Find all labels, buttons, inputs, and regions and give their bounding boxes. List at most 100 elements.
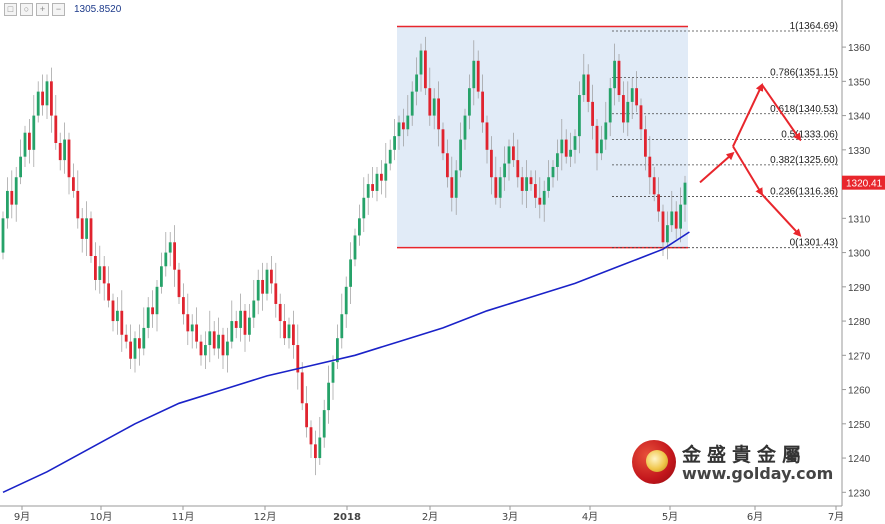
- candle-body: [432, 98, 436, 116]
- candle-body: [468, 88, 471, 116]
- candle-body: [472, 60, 476, 89]
- candle-body: [402, 122, 405, 130]
- candle-body: [630, 88, 634, 102]
- candle-body: [520, 177, 524, 191]
- candle-body: [98, 266, 102, 280]
- candle-body: [344, 286, 348, 315]
- x-tick-label: 10月: [90, 511, 113, 523]
- y-tick-label: 1260: [848, 386, 871, 397]
- y-tick-label: 1290: [848, 283, 871, 294]
- candle-body: [406, 115, 410, 130]
- candle-body: [353, 235, 357, 260]
- candle-body: [639, 105, 643, 130]
- projection-arrow: [699, 151, 735, 184]
- candle-body: [270, 269, 273, 284]
- candle-body: [230, 321, 234, 342]
- candle-body: [327, 382, 330, 411]
- candle-body: [111, 300, 115, 322]
- candle-body: [666, 225, 669, 243]
- y-tick-label: 1230: [848, 488, 871, 499]
- projection-arrow: [732, 145, 764, 197]
- candle-body: [415, 74, 418, 92]
- x-tick-label: 12月: [254, 511, 277, 523]
- candle-body: [586, 74, 590, 102]
- candle-body: [177, 269, 181, 298]
- toolbar-square-button[interactable]: □: [4, 3, 17, 16]
- moving-average-line: [2, 231, 690, 494]
- candle-body: [481, 91, 484, 123]
- candle-body: [129, 341, 132, 359]
- candle-body: [138, 338, 141, 349]
- candle-body: [58, 142, 62, 161]
- toolbar-plus-button[interactable]: +: [36, 3, 49, 16]
- candle-body: [622, 95, 625, 123]
- consolidation-box: [397, 26, 688, 248]
- x-tick-label: 4月: [582, 511, 598, 523]
- y-tick-label: 1270: [848, 351, 871, 362]
- candle-body: [234, 321, 238, 328]
- candle-body: [657, 194, 660, 212]
- toolbar-minus-button[interactable]: −: [52, 3, 65, 16]
- candle-body: [393, 136, 396, 150]
- candle-body: [305, 403, 308, 428]
- candle-body: [485, 122, 489, 150]
- candles-group: [1, 36, 687, 476]
- candle-body: [142, 327, 146, 349]
- candle-body: [648, 156, 652, 178]
- candle-body: [208, 331, 212, 346]
- candle-body: [28, 132, 31, 150]
- candle-body: [72, 177, 75, 191]
- candle-body: [428, 88, 432, 116]
- candle-body: [384, 163, 388, 181]
- fib-level-label: 0(1301.43): [790, 238, 838, 249]
- candle-body: [116, 310, 119, 322]
- candle-body: [256, 279, 260, 301]
- y-tick-label: 1340: [848, 112, 871, 123]
- candle-body: [186, 314, 190, 332]
- logo-chinese-text: 金盛貴金屬: [682, 444, 808, 466]
- candle-body: [239, 310, 242, 328]
- candle-body: [349, 259, 352, 287]
- candle-body: [371, 184, 374, 191]
- x-tick-label: 6月: [747, 511, 763, 523]
- candle-body: [124, 334, 128, 342]
- candle-body: [375, 173, 379, 191]
- candle-body: [322, 410, 326, 438]
- candle-body: [94, 256, 97, 280]
- candle-body: [50, 81, 53, 116]
- candle-body: [679, 204, 682, 229]
- candle-body: [424, 50, 427, 89]
- candle-body: [454, 170, 458, 198]
- candle-body: [670, 211, 674, 226]
- candle-body: [80, 218, 84, 239]
- candle-body: [525, 177, 528, 191]
- candle-body: [591, 101, 594, 126]
- candle-body: [212, 331, 216, 349]
- y-tick-label: 1310: [848, 214, 871, 225]
- candle-body: [463, 115, 467, 140]
- candle-body: [76, 190, 80, 219]
- x-tick-label: 11月: [172, 511, 195, 523]
- candle-body: [278, 303, 282, 322]
- x-tick-label: 2月: [422, 511, 438, 523]
- candle-body: [582, 74, 586, 96]
- candle-body: [274, 283, 278, 304]
- fib-level-label: 0.236(1316.36): [770, 187, 838, 198]
- candle-body: [498, 177, 502, 198]
- candle-body: [102, 266, 106, 284]
- candle-body: [366, 184, 370, 198]
- candle-body: [107, 283, 110, 301]
- candle-body: [243, 310, 247, 335]
- candle-body: [362, 197, 366, 219]
- candle-body: [380, 173, 383, 181]
- candle-body: [182, 297, 185, 315]
- toolbar-circle-button[interactable]: ○: [20, 3, 33, 16]
- candle-body: [204, 345, 207, 356]
- logo-url: www.golday.com: [682, 464, 834, 483]
- candle-body: [10, 190, 14, 205]
- candle-body: [300, 372, 304, 404]
- candle-body: [542, 190, 546, 205]
- candle-body: [67, 139, 71, 178]
- candle-body: [36, 91, 40, 116]
